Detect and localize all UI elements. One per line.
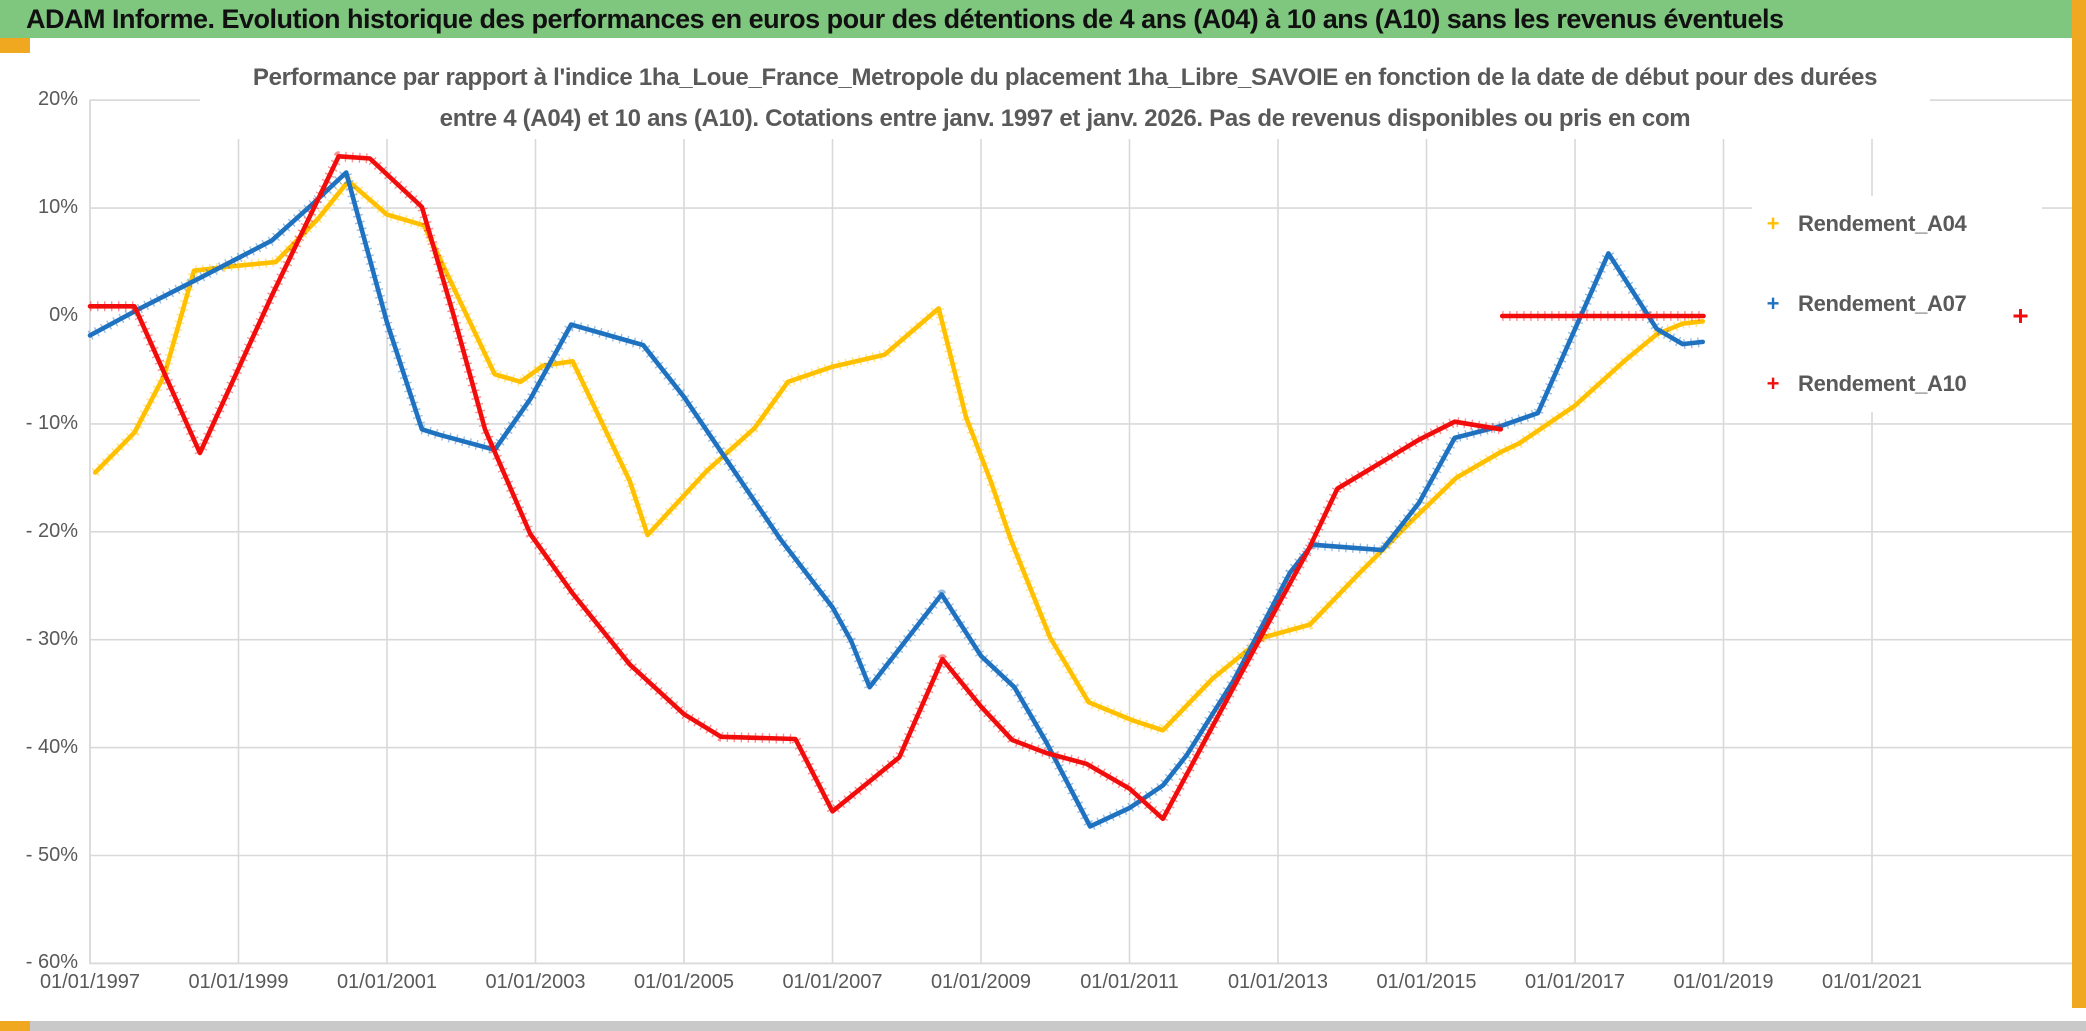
chart-title-line1: Performance par rapport à l'indice 1ha_L… — [252, 64, 1878, 91]
y-tick-label: - 60% — [25, 951, 78, 974]
y-tick-label: - 50% — [25, 843, 78, 866]
legend-item-rendement_a04[interactable]: + Rendement_A04 — [1764, 204, 1967, 244]
x-tick-label: 01/01/2019 — [1673, 971, 1774, 993]
y-tick-label: - 20% — [25, 519, 78, 542]
page-title: ADAM Informe. Evolution historique des p… — [26, 3, 1784, 34]
y-tick-label: 10% — [37, 196, 78, 219]
legend-item-rendement_a07[interactable]: + Rendement_A07 — [1764, 284, 1967, 324]
x-tick-label: 01/01/2021 — [1821, 971, 1923, 993]
legend-plus-marker-icon: + — [1766, 211, 1780, 236]
header-bar: ADAM Informe. Evolution historique des p… — [0, 0, 2086, 38]
x-tick-label: 01/01/2009 — [930, 971, 1032, 993]
legend-plus-marker-icon: + — [1766, 371, 1780, 396]
legend-label: Rendement_A10 — [1798, 371, 1967, 396]
y-tick-label: - 40% — [25, 735, 78, 758]
chart-legend[interactable]: + Rendement_A04 + Rendement_A07 + Rendement_A… — [1752, 196, 2042, 412]
y-tick-label: - 30% — [25, 627, 78, 650]
legend-label: Rendement_A07 — [1798, 291, 1967, 316]
x-tick-label: 01/01/2017 — [1524, 971, 1626, 993]
y-tick-label: - 10% — [25, 411, 78, 434]
gold-accent-bottom-left — [0, 1021, 30, 1031]
x-tick-label: 01/01/2001 — [336, 971, 438, 993]
x-tick-label: 01/01/2007 — [782, 971, 883, 993]
x-tick-label: 01/01/2005 — [633, 971, 735, 993]
legend-plus-marker-icon: + — [1766, 291, 1780, 316]
x-tick-label: 01/01/1999 — [188, 971, 289, 993]
y-tick-label: 20% — [37, 88, 78, 111]
x-tick-label: 01/01/2003 — [485, 971, 586, 993]
y-tick-label: 0% — [49, 304, 78, 326]
gold-accent-top-left — [0, 38, 30, 53]
gold-accent-right-strip — [2072, 0, 2086, 1008]
legend-label: Rendement_A04 — [1798, 211, 1967, 236]
x-tick-label: 01/01/2011 — [1080, 971, 1179, 993]
chart-title-line2: entre 4 (A04) et 10 ans (A10). Cotations… — [439, 105, 1691, 132]
bottom-scroll-strip[interactable] — [0, 1021, 2086, 1031]
x-tick-label: 01/01/1997 — [39, 971, 141, 993]
chart-title: Performance par rapport à l'indice 1ha_L… — [200, 57, 1930, 139]
x-tick-label: 01/01/2015 — [1376, 971, 1477, 993]
x-tick-label: 01/01/2013 — [1227, 971, 1329, 993]
legend-item-rendement_a10[interactable]: + Rendement_A10 — [1764, 364, 1967, 404]
